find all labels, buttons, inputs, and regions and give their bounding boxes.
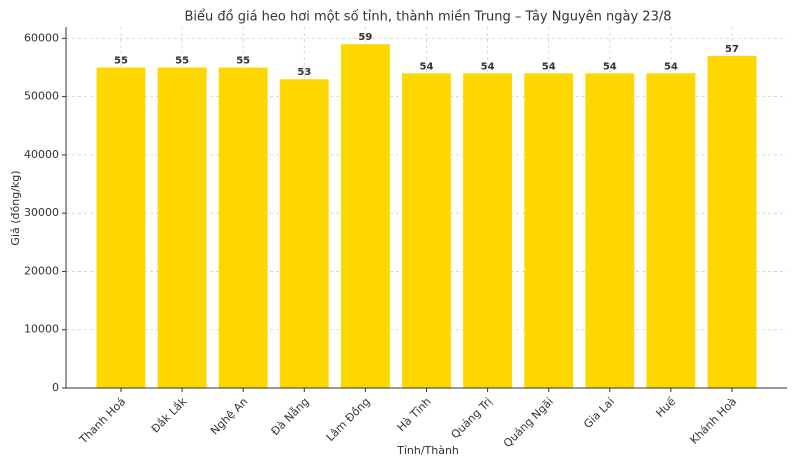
chart-title: Biểu đồ giá heo hơi một số tỉnh, thành m… (184, 10, 671, 25)
value-label: 54 (481, 61, 495, 72)
bar (402, 73, 451, 388)
bar (524, 73, 574, 388)
value-label: 54 (664, 61, 678, 72)
x-tick-label: Thanh Hoá (76, 395, 128, 447)
x-tick-label: Hà Tĩnh (395, 395, 434, 434)
value-label: 55 (236, 55, 250, 66)
x-tick-label: Đắk Lắk (149, 395, 190, 436)
bar (218, 67, 268, 388)
y-tick-label: 20000 (24, 264, 59, 277)
bar (340, 44, 390, 388)
bar (585, 73, 635, 388)
x-tick-label: Gia Lai (581, 395, 617, 431)
bar (463, 73, 513, 388)
x-tick-label: Nghệ An (208, 395, 250, 437)
y-axis-label: Giá (đồng/kg) (9, 170, 22, 245)
x-tick-label: Đà Nẵng (269, 395, 312, 438)
x-tick-label: Quảng Trị (449, 395, 495, 441)
x-axis-label: Tỉnh/Thành (396, 444, 459, 457)
x-tick-label: Quảng Ngãi (501, 395, 556, 450)
y-tick-label: 0 (52, 381, 59, 394)
value-label: 54 (420, 61, 434, 72)
x-tick-label: Huế (653, 395, 678, 420)
value-label: 54 (603, 61, 617, 72)
bar (646, 73, 696, 388)
value-label: 55 (114, 55, 128, 66)
y-tick-label: 40000 (24, 148, 59, 161)
x-tick-label: Lâm Đồng (324, 395, 373, 444)
bar (707, 55, 757, 389)
y-tick-label: 50000 (24, 90, 59, 103)
y-tick-label: 10000 (24, 323, 59, 336)
bar (96, 67, 146, 388)
value-label: 57 (725, 44, 739, 55)
bar (157, 67, 207, 388)
value-label: 55 (175, 55, 189, 66)
bar (279, 79, 329, 388)
value-label: 54 (542, 61, 556, 72)
value-label: 59 (358, 32, 372, 43)
y-tick-label: 60000 (24, 31, 59, 44)
value-label: 53 (297, 67, 311, 78)
y-tick-label: 30000 (24, 206, 59, 219)
x-tick-label: Khánh Hoà (688, 395, 740, 447)
